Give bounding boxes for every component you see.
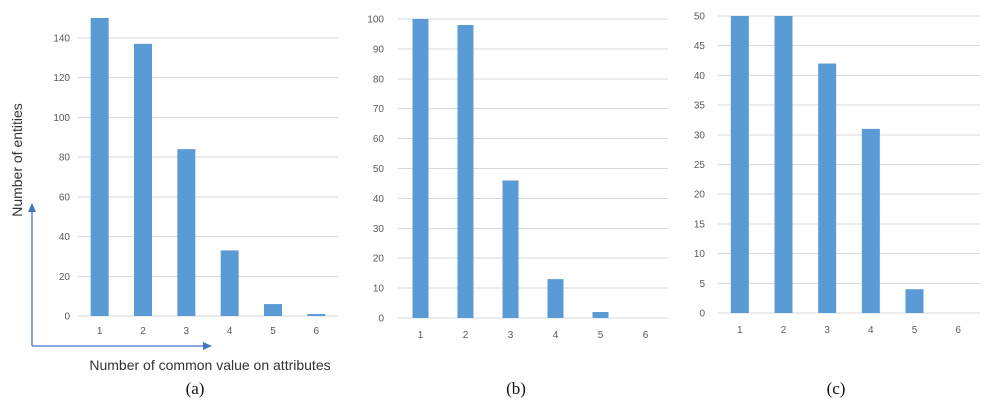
y-tick-label: 20	[373, 254, 385, 265]
caption-b: (b)	[506, 379, 526, 398]
bar-b-4	[547, 279, 564, 318]
x-tick-label: 6	[643, 330, 649, 341]
y-tick-label: 50	[373, 164, 385, 175]
bar-b-5	[592, 312, 609, 318]
y-tick-label: 45	[694, 41, 706, 52]
bar-c-2	[774, 16, 793, 313]
y-tick-label: 40	[59, 232, 71, 243]
y-tick-label: 30	[373, 224, 385, 235]
x-tick-label: 6	[955, 325, 961, 336]
y-tick-label: 35	[694, 101, 706, 112]
x-tick-label: 3	[824, 325, 830, 336]
x-axis-title-a: Number of common value on attributes	[89, 357, 330, 373]
chart-panel-a: 0 20 40 60 80 100 120 140 1 2 3 4 5 6	[53, 18, 338, 337]
y-tick-label: 80	[59, 153, 71, 164]
bar-b-3	[502, 180, 519, 318]
x-tick-label: 3	[508, 330, 514, 341]
bar-a-5	[264, 304, 282, 316]
bar-a-4	[220, 250, 239, 316]
caption-c: (c)	[827, 379, 846, 398]
x-tick-label: 5	[598, 330, 604, 341]
x-tick-label: 5	[912, 325, 918, 336]
x-tick-label: 2	[463, 330, 469, 341]
y-tick-label: 80	[373, 74, 385, 85]
y-tick-label: 40	[694, 71, 706, 82]
y-tick-label: 5	[699, 279, 705, 290]
bar-c-5	[905, 289, 924, 313]
y-tick-label: 100	[367, 15, 384, 26]
x-tick-label: 1	[737, 325, 743, 336]
y-tick-label: 50	[694, 12, 706, 23]
x-tick-label: 2	[781, 325, 787, 336]
bar-c-4	[861, 128, 880, 313]
y-tick-label: 120	[53, 73, 70, 84]
x-tick-label: 2	[140, 326, 146, 337]
y-tick-label: 60	[59, 192, 71, 203]
bar-c-3	[818, 63, 837, 313]
x-tick-label: 4	[227, 326, 233, 337]
x-tick-label: 4	[553, 330, 559, 341]
bar-b-1	[412, 19, 429, 318]
x-tick-label: 1	[97, 326, 103, 337]
y-tick-label: 60	[373, 134, 385, 145]
bar-c-1	[730, 16, 749, 313]
chart-panel-b: 0 10 20 30 40 50 60 70 80 90 100 1 2 3 4 5 6	[367, 15, 668, 341]
y-tick-label: 20	[694, 190, 706, 201]
x-tick-label: 1	[418, 330, 424, 341]
y-tick-label: 10	[694, 249, 706, 260]
x-tick-label: 3	[184, 326, 190, 337]
y-tick-label: 30	[694, 130, 706, 141]
bar-a-1	[90, 18, 109, 316]
x-tick-label: 6	[314, 326, 320, 337]
y-tick-label: 25	[694, 160, 706, 171]
y-tick-label: 0	[699, 309, 705, 320]
x-tick-label: 4	[868, 325, 874, 336]
y-tick-label: 0	[378, 314, 384, 325]
caption-a: (a)	[186, 379, 205, 398]
y-tick-label: 40	[373, 194, 385, 205]
y-tick-label: 70	[373, 104, 385, 115]
y-axis-title-a: Number of entities	[9, 103, 25, 217]
y-tick-label: 0	[64, 312, 70, 323]
bar-a-3	[177, 149, 196, 316]
bar-a-6	[307, 314, 326, 316]
y-tick-label: 20	[59, 272, 71, 283]
bar-a-2	[134, 43, 152, 317]
y-tick-label: 140	[53, 33, 70, 44]
bar-b-2	[457, 24, 474, 318]
y-tick-label: 15	[694, 219, 706, 230]
axis-arrows	[28, 203, 212, 350]
y-tick-label: 10	[373, 284, 385, 295]
y-tick-label: 90	[373, 44, 385, 55]
y-tick-label: 100	[53, 113, 70, 124]
x-tick-label: 5	[270, 326, 276, 337]
